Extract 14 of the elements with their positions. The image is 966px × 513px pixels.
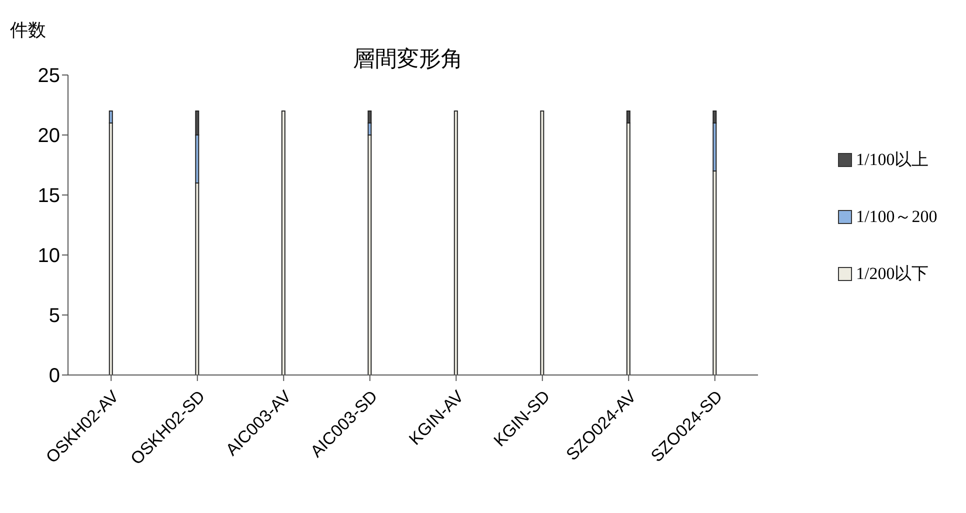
legend-label: 1/200以下 — [856, 263, 929, 285]
bar — [540, 110, 544, 375]
chart-title: 層間変形角 — [352, 45, 464, 73]
y-tick-label: 20 — [38, 125, 60, 148]
legend-label: 1/100～200 — [856, 206, 938, 228]
bar — [454, 110, 458, 375]
y-axis-title: 件数 — [10, 19, 46, 42]
y-tick-label: 10 — [38, 245, 60, 268]
y-tick-label: 5 — [48, 305, 60, 328]
y-tick-label: 0 — [48, 365, 60, 388]
bar — [281, 110, 286, 375]
y-tick-label: 15 — [38, 185, 60, 208]
legend-label: 1/100以上 — [856, 149, 929, 171]
y-tick-label: 25 — [38, 65, 60, 88]
